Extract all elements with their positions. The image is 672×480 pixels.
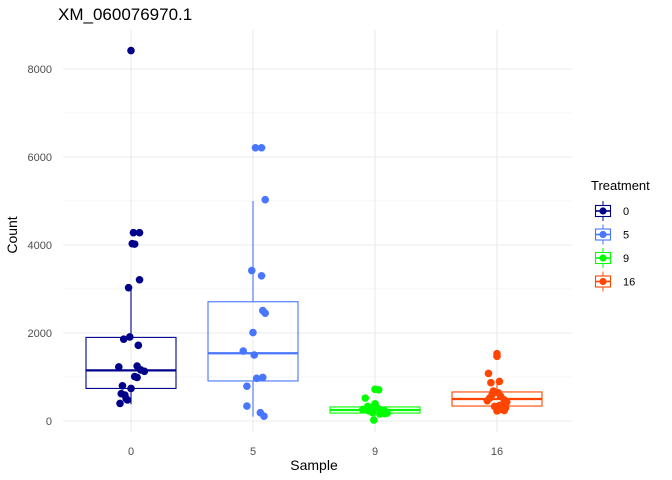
y-tick-label: 6000 xyxy=(28,152,52,164)
data-point xyxy=(129,228,138,237)
legend: Treatment 0 5 9 16 xyxy=(591,178,650,292)
data-point xyxy=(250,351,259,359)
data-point xyxy=(130,240,139,248)
y-tick-label: 4000 xyxy=(28,240,52,252)
data-point xyxy=(119,335,128,343)
legend-point xyxy=(599,207,607,215)
legend-point xyxy=(599,230,607,239)
y-tick-label: 2000 xyxy=(28,328,52,340)
legend-label: 0 xyxy=(623,206,629,218)
legend-title: Treatment xyxy=(591,178,650,193)
data-point xyxy=(118,382,127,390)
data-point xyxy=(495,377,504,386)
x-axis: 0 5 9 16 xyxy=(128,446,503,458)
data-point xyxy=(251,143,260,152)
data-point xyxy=(252,374,261,383)
data-point xyxy=(361,394,370,402)
data-point xyxy=(125,333,134,341)
x-tick-label: 0 xyxy=(128,446,134,458)
data-point xyxy=(257,143,266,152)
chart-title: XM_060076970.1 xyxy=(58,5,192,24)
x-tick-label: 16 xyxy=(491,446,503,458)
data-point xyxy=(124,283,133,292)
data-point xyxy=(116,399,124,408)
legend-item-5: 5 xyxy=(594,224,629,245)
data-point xyxy=(359,405,367,414)
legend-item-9: 9 xyxy=(594,248,629,268)
legend-label: 5 xyxy=(623,230,629,242)
legend-item-16: 16 xyxy=(594,271,635,292)
data-point xyxy=(368,408,377,417)
data-point xyxy=(500,406,509,415)
data-point xyxy=(133,373,141,382)
data-point xyxy=(380,409,389,418)
box-layer xyxy=(85,201,543,420)
legend-item-0: 0 xyxy=(594,201,629,221)
data-point xyxy=(115,363,123,371)
x-axis-title: Sample xyxy=(290,457,338,473)
data-point xyxy=(140,367,149,376)
data-point xyxy=(487,378,495,387)
data-point xyxy=(127,46,135,55)
legend-label: 9 xyxy=(623,253,629,265)
data-point xyxy=(493,407,501,415)
data-point xyxy=(260,412,268,420)
data-point xyxy=(374,385,383,394)
data-point xyxy=(123,396,132,404)
data-point xyxy=(247,266,256,275)
data-point xyxy=(369,416,378,424)
data-point xyxy=(484,369,493,378)
data-point xyxy=(135,228,144,237)
grid xyxy=(63,30,572,432)
data-point xyxy=(261,195,270,204)
y-axis-title: Count xyxy=(4,216,20,253)
legend-point xyxy=(599,254,607,262)
data-point xyxy=(243,382,251,391)
data-point xyxy=(127,384,135,393)
legend-label: 16 xyxy=(623,277,635,289)
data-point xyxy=(135,275,144,284)
data-point xyxy=(134,341,143,350)
box-0 xyxy=(85,336,177,389)
x-tick-label: 5 xyxy=(250,446,256,458)
y-tick-label: 8000 xyxy=(28,64,52,76)
x-tick-label: 9 xyxy=(372,446,378,458)
data-point xyxy=(493,352,501,361)
data-point xyxy=(258,373,267,382)
point-layer xyxy=(115,46,511,424)
data-point xyxy=(257,272,266,280)
data-point xyxy=(239,347,248,355)
y-tick-label: 0 xyxy=(46,416,52,428)
data-point xyxy=(249,328,257,337)
y-axis: 0 2000 4000 6000 8000 xyxy=(28,64,52,428)
legend-point xyxy=(599,277,607,286)
data-point xyxy=(261,309,270,318)
box-5 xyxy=(207,301,299,382)
data-point xyxy=(243,402,251,410)
data-point xyxy=(483,396,492,405)
